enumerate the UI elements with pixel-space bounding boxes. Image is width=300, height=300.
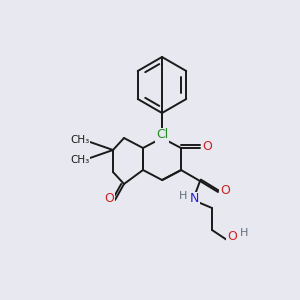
Text: N: N [157,131,167,145]
Text: O: O [104,191,114,205]
Text: O: O [220,184,230,196]
Text: Cl: Cl [156,128,168,142]
Text: CH₃: CH₃ [70,155,90,165]
Text: H: H [179,191,187,201]
Text: O: O [202,140,212,154]
Text: CH₃: CH₃ [70,135,90,145]
Text: H: H [240,228,248,238]
Text: O: O [227,230,237,244]
Text: N: N [189,193,199,206]
